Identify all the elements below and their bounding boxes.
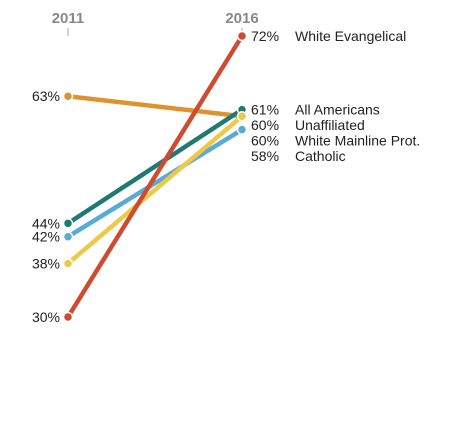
point-2011-white-evangelical xyxy=(62,311,74,323)
series-line-all-americans xyxy=(65,107,245,226)
labels-layer: 30% 44% 63% 38% 42% 72% White Evangelical 61% Al… xyxy=(32,28,420,325)
point-2011-white-mainline-prot xyxy=(62,258,74,269)
label-2011-unaffiliated: 63% xyxy=(32,88,60,104)
year-label-2016: 2016 xyxy=(225,10,258,27)
label-2011-all-americans: 44% xyxy=(32,215,60,231)
label-2016-unaffiliated: 60% xyxy=(251,117,279,133)
point-2011-unaffiliated xyxy=(62,90,74,102)
series-name-catholic: Catholic xyxy=(295,148,346,164)
label-2016-white-mainline-prot: 60% xyxy=(251,133,279,149)
point-2016-white-mainline-prot xyxy=(236,111,248,122)
series-name-all-americans: All Americans xyxy=(295,102,380,118)
series-name-white-mainline-prot: White Mainline Prot. xyxy=(295,133,420,149)
year-label-2011: 2011 xyxy=(52,10,85,27)
point-2011-all-americans xyxy=(62,218,74,229)
axis-layer: 2011 2016 xyxy=(52,10,259,36)
label-2016-catholic: 58% xyxy=(251,148,279,164)
series-name-unaffiliated: Unaffiliated xyxy=(295,117,365,133)
dots-layer xyxy=(62,30,248,323)
label-2011-white-mainline-prot: 38% xyxy=(32,255,60,271)
label-2011-catholic: 42% xyxy=(32,229,60,245)
point-2016-catholic xyxy=(236,124,248,135)
label-2016-white-evangelical: 72% xyxy=(251,28,279,44)
point-2016-white-evangelical xyxy=(236,30,248,42)
series-line-white-evangelical xyxy=(65,33,245,320)
series-line-catholic xyxy=(65,127,245,239)
series-name-white-evangelical: White Evangelical xyxy=(295,28,406,44)
label-2011-white-evangelical: 30% xyxy=(32,309,60,325)
series-line-unaffiliated xyxy=(65,93,245,119)
point-2011-catholic xyxy=(62,231,74,242)
lines-layer xyxy=(65,33,245,320)
label-2016-all-americans: 61% xyxy=(251,102,279,118)
series-line-white-mainline-prot xyxy=(65,114,245,266)
